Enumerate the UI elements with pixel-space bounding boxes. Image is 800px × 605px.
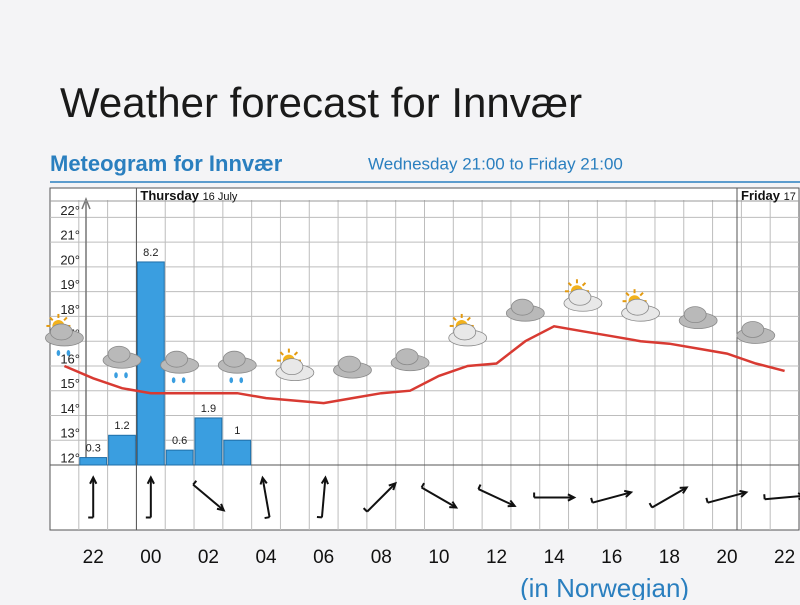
day-name: Thursday bbox=[140, 188, 199, 203]
cloud bbox=[50, 324, 72, 340]
cloud bbox=[569, 289, 591, 305]
wind-barb bbox=[591, 498, 592, 503]
chart-range: Wednesday 21:00 to Friday 21:00 bbox=[368, 154, 623, 173]
x-tick-label: 18 bbox=[659, 547, 680, 568]
chart-subtitle: Meteogram for Innvær bbox=[50, 151, 283, 176]
rain-drop bbox=[229, 377, 233, 383]
wind-barb bbox=[265, 517, 270, 518]
cloud bbox=[627, 299, 649, 315]
rain-drop bbox=[67, 350, 71, 356]
day-date: 17 bbox=[784, 191, 796, 203]
page-title: Weather forecast for Innvær bbox=[60, 79, 582, 126]
y-tick-label: 20° bbox=[60, 252, 80, 267]
cloud bbox=[338, 356, 360, 372]
x-tick-label: 06 bbox=[313, 547, 334, 568]
day-date: 16 July bbox=[203, 191, 238, 203]
rain-drop bbox=[124, 372, 128, 378]
cloud bbox=[742, 321, 764, 337]
rain-drop bbox=[57, 350, 61, 356]
x-tick-label: 16 bbox=[601, 547, 622, 568]
x-tick-label: 04 bbox=[255, 547, 277, 568]
rain-drop bbox=[182, 377, 186, 383]
precip-bar bbox=[137, 262, 164, 465]
x-tick-label: 08 bbox=[371, 547, 392, 568]
x-tick-label: 14 bbox=[544, 547, 566, 568]
precip-bar bbox=[166, 450, 193, 465]
x-tick-label: 22 bbox=[83, 547, 104, 568]
precip-bar bbox=[109, 435, 136, 465]
x-tick-label: 22 bbox=[774, 547, 795, 568]
precip-label: 1 bbox=[234, 425, 240, 437]
cloud bbox=[166, 351, 188, 367]
y-tick-label: 14° bbox=[60, 401, 80, 416]
cloud bbox=[223, 351, 245, 367]
x-tick-label: 00 bbox=[140, 547, 161, 568]
y-tick-label: 18° bbox=[60, 302, 80, 317]
rain-drop bbox=[114, 372, 118, 378]
day-label: Friday 17 bbox=[741, 188, 796, 203]
precip-label: 1.9 bbox=[201, 403, 216, 415]
x-tick-label: 10 bbox=[428, 547, 449, 568]
y-tick-label: 19° bbox=[60, 277, 80, 292]
x-tick-label: 02 bbox=[198, 547, 219, 568]
x-tick-label: 12 bbox=[486, 547, 507, 568]
cloud bbox=[108, 346, 130, 362]
y-tick-label: 12° bbox=[60, 450, 80, 465]
y-tick-label: 22° bbox=[60, 203, 80, 218]
day-name: Friday bbox=[741, 188, 781, 203]
day-label: Thursday 16 July bbox=[140, 188, 237, 203]
rain-drop bbox=[239, 377, 243, 383]
precip-label: 0.6 bbox=[172, 435, 187, 447]
wind-barb bbox=[706, 498, 707, 503]
y-tick-label: 15° bbox=[60, 376, 80, 391]
precip-label: 1.2 bbox=[114, 420, 129, 432]
cloud bbox=[454, 324, 476, 340]
precip-bar bbox=[80, 458, 107, 465]
cloud bbox=[684, 307, 706, 323]
y-tick-label: 16° bbox=[60, 351, 80, 366]
cloud bbox=[511, 299, 533, 315]
rain-drop bbox=[172, 377, 176, 383]
y-tick-label: 13° bbox=[60, 426, 80, 441]
cloud bbox=[281, 359, 303, 375]
precip-bar bbox=[195, 418, 222, 465]
precip-label: 0.3 bbox=[86, 442, 101, 454]
cloud bbox=[396, 349, 418, 365]
precip-bar bbox=[224, 440, 251, 465]
x-tick-label: 20 bbox=[716, 547, 737, 568]
precip-label: 8.2 bbox=[143, 247, 158, 259]
y-tick-label: 21° bbox=[60, 228, 80, 243]
footer: (in Norwegian) bbox=[520, 573, 689, 600]
